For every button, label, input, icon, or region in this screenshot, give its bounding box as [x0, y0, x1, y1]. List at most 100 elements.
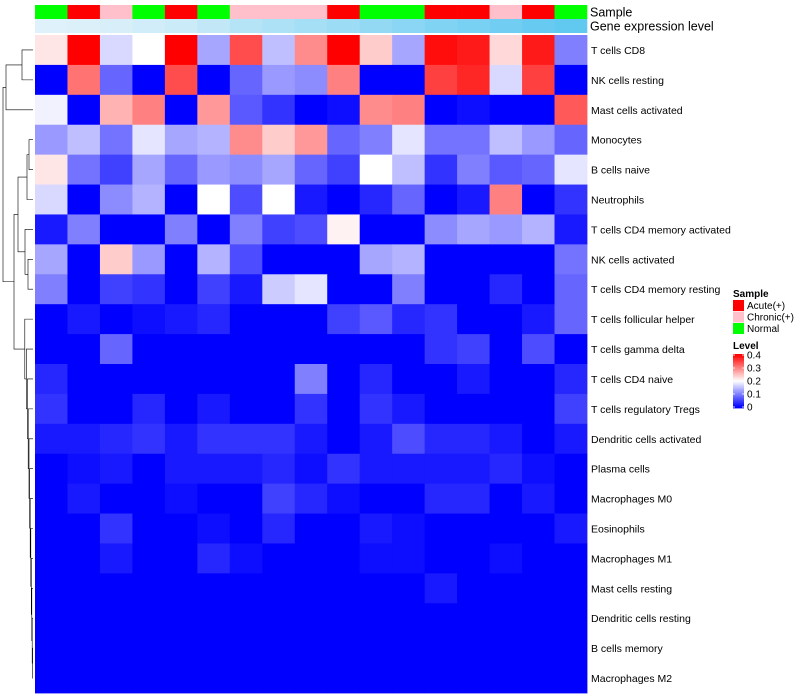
heatmap-cell	[392, 154, 426, 185]
heatmap-cell	[262, 483, 296, 514]
heatmap-cell	[294, 214, 328, 245]
sample-legend-swatch	[733, 300, 744, 311]
heatmap-cell	[164, 124, 198, 156]
heatmap-cell	[67, 94, 101, 126]
heatmap-cell	[229, 423, 263, 455]
dendrogram-branch	[21, 49, 33, 81]
heatmap-cell	[392, 573, 426, 604]
row-label: Dendritic cells resting	[591, 613, 691, 625]
heatmap-cell	[457, 274, 490, 305]
heatmap-cell	[392, 393, 426, 425]
heatmap-cell	[132, 483, 166, 514]
sample-annotation-cell	[132, 5, 166, 19]
heatmap-cell	[132, 64, 166, 96]
heatmap-cell	[359, 483, 393, 514]
heatmap-cell	[294, 364, 328, 395]
heatmap-cell	[197, 453, 231, 485]
heatmap-cell	[35, 663, 68, 694]
heatmap-cell	[554, 274, 588, 305]
heatmap-cell	[67, 663, 101, 694]
heatmap-cell	[424, 543, 458, 574]
heatmap-cell	[294, 154, 328, 185]
heatmap-cell	[392, 184, 426, 215]
heatmap-cell	[554, 633, 588, 664]
heatmap-cell	[359, 393, 393, 425]
heatmap-cell	[132, 124, 166, 156]
heatmap-cell	[327, 603, 361, 634]
heatmap-cell	[522, 483, 555, 514]
heatmap-cell	[457, 64, 490, 96]
row-label: T cells CD4 naive	[591, 374, 673, 386]
heatmap-cell	[522, 35, 555, 66]
heatmap-cell	[392, 214, 426, 245]
heatmap-cell	[99, 423, 133, 455]
heatmap-cell	[392, 35, 426, 66]
heatmap-cell	[262, 184, 296, 215]
row-label: NK cells resting	[591, 75, 664, 87]
heatmap-cell	[457, 423, 490, 455]
heatmap-cell	[424, 214, 458, 245]
heatmap-cell	[99, 214, 133, 245]
heatmap-cell	[132, 423, 166, 455]
dendrogram-branch	[26, 154, 33, 200]
heatmap-cell	[262, 633, 296, 664]
sample-annotation-cell	[35, 5, 68, 19]
heatmap-cell	[457, 214, 490, 245]
level-legend-gradient-step	[733, 371, 744, 374]
heatmap-cell	[197, 154, 231, 185]
heatmap-cell	[229, 633, 263, 664]
heatmap-cell	[164, 184, 198, 215]
level-legend-gradient-step	[733, 390, 744, 393]
heatmap-cell	[359, 154, 393, 185]
heatmap-cell	[35, 364, 68, 395]
level-legend-gradient-step	[733, 378, 744, 381]
heatmap-cell	[35, 124, 68, 156]
heatmap-cell	[35, 513, 68, 544]
heatmap-cell	[35, 633, 68, 664]
heatmap-cell	[489, 274, 523, 305]
row-label: Monocytes	[591, 135, 642, 147]
heatmap-cell	[424, 423, 458, 455]
heatmap-cell	[229, 184, 263, 215]
heatmap-cell	[197, 573, 231, 604]
heatmap-cell	[392, 633, 426, 664]
dendrogram-branch	[24, 229, 33, 275]
heatmap-cell	[197, 35, 231, 66]
gene-level-annotation-cell	[132, 19, 166, 33]
heatmap-cell	[294, 513, 328, 544]
row-label: Plasma cells	[591, 464, 650, 476]
heatmap-cell	[457, 124, 490, 156]
gene-level-annotation-cell	[457, 19, 490, 33]
heatmap-cell	[522, 663, 555, 694]
row-label: Mast cells resting	[591, 583, 672, 595]
heatmap-cell	[35, 393, 68, 425]
heatmap-cell	[132, 274, 166, 305]
heatmap-cell	[327, 154, 361, 185]
heatmap-cell	[262, 244, 296, 275]
level-legend-gradient-step	[733, 385, 744, 387]
heatmap-cell	[35, 154, 68, 185]
heatmap-cell	[229, 35, 263, 66]
heatmap-cell	[99, 64, 133, 96]
heatmap-cell	[99, 334, 133, 365]
heatmap-cell	[35, 334, 68, 365]
row-label: T cells follicular helper	[591, 314, 695, 326]
heatmap-cell	[457, 154, 490, 185]
heatmap-cell	[35, 184, 68, 215]
heatmap-cell	[554, 304, 588, 335]
heatmap-cell	[229, 334, 263, 365]
level-legend-gradient-step	[733, 367, 744, 370]
heatmap-cell	[392, 64, 426, 96]
heatmap-cell	[424, 244, 458, 275]
heatmap-cell	[262, 124, 296, 156]
heatmap-cell	[67, 513, 101, 544]
heatmap-cell	[99, 453, 133, 485]
heatmap-cell	[457, 364, 490, 395]
heatmap-cell	[489, 244, 523, 275]
level-legend-tick-label: 0.3	[747, 364, 761, 375]
row-labels: T cells CD8 NK cells resting Mast cells ac…	[591, 45, 731, 685]
heatmap-cell	[359, 573, 393, 604]
heatmap-cell	[424, 393, 458, 425]
sample-annotation-cell	[229, 5, 263, 19]
level-legend-title: Level	[733, 341, 759, 352]
